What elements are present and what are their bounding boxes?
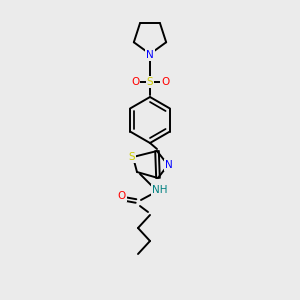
Text: O: O [118, 191, 126, 201]
Text: O: O [131, 77, 139, 87]
Text: O: O [161, 77, 169, 87]
Text: N: N [146, 50, 154, 60]
Text: N: N [165, 160, 173, 170]
Text: S: S [147, 77, 153, 87]
Text: NH: NH [152, 185, 168, 195]
Text: S: S [129, 152, 135, 162]
